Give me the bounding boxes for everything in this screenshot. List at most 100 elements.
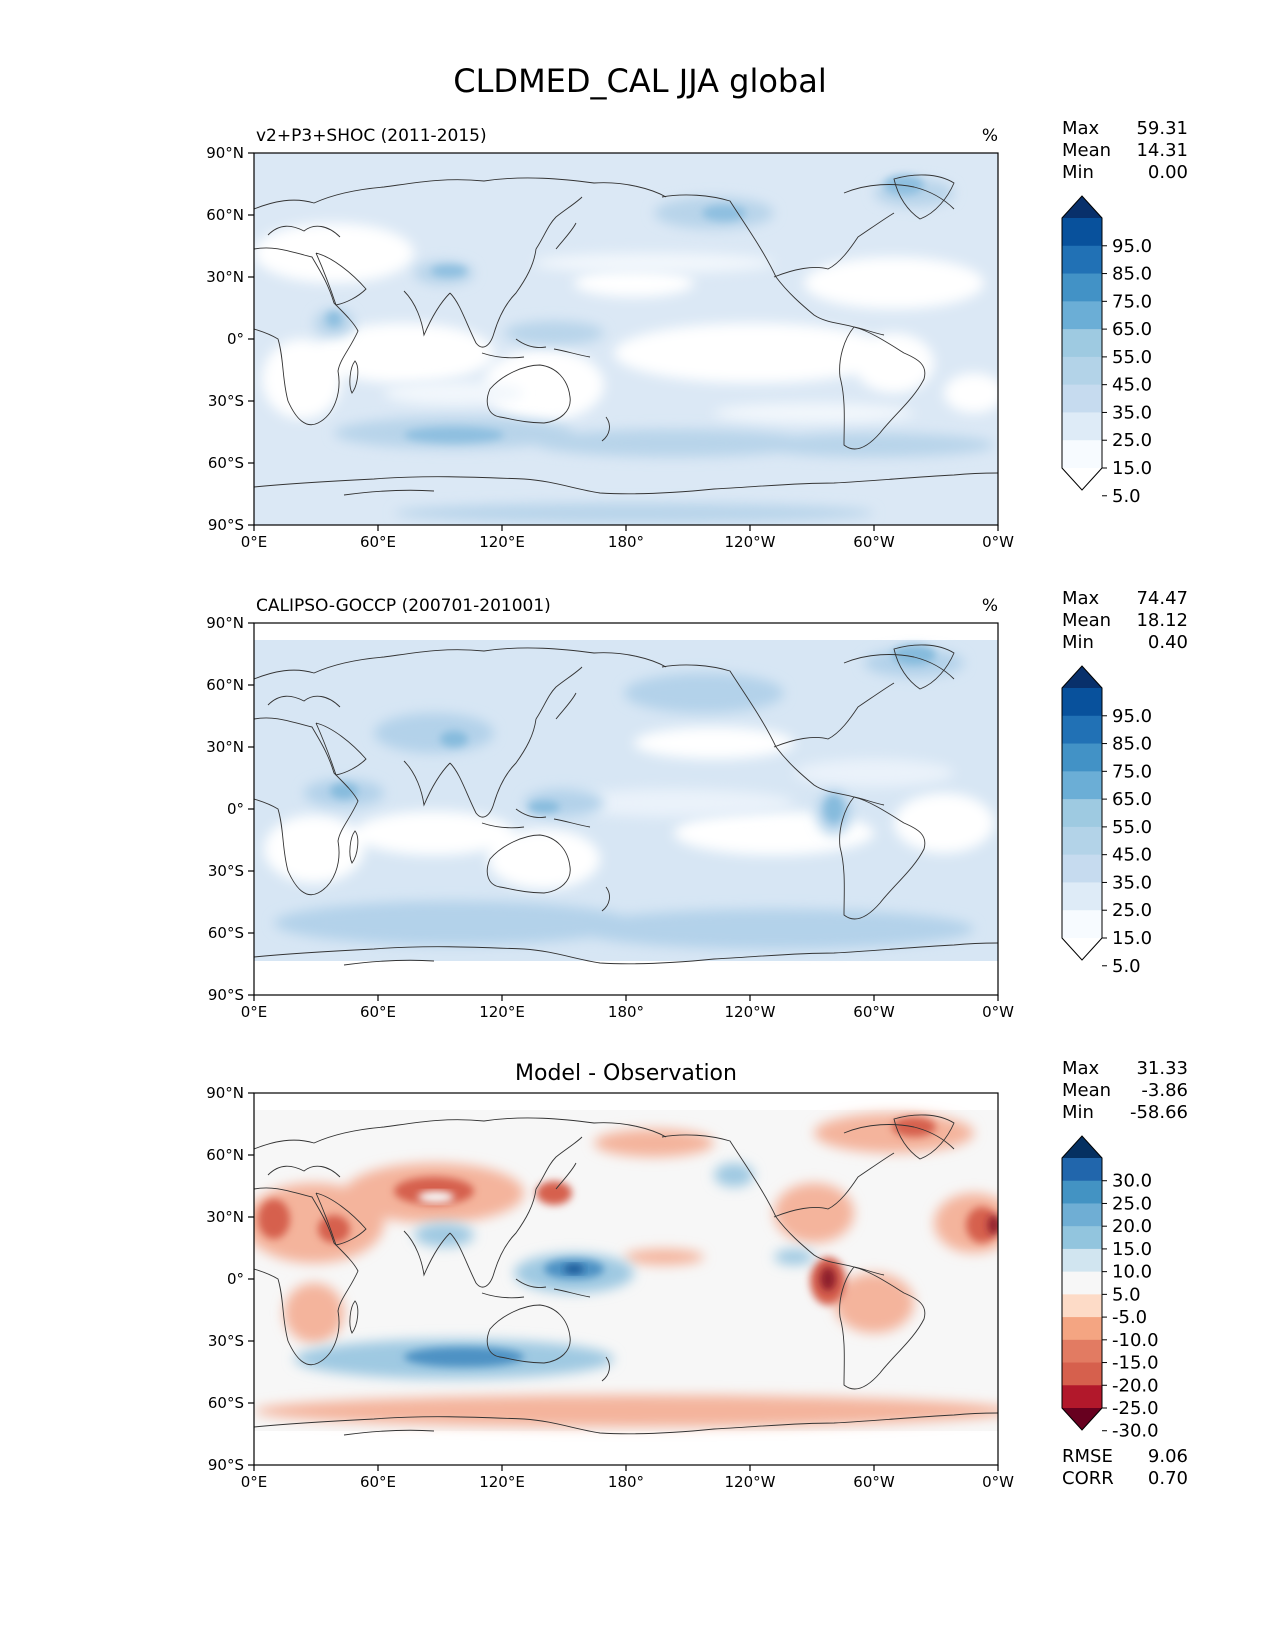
x-tick-label: 0°E bbox=[241, 1473, 268, 1491]
colorbar-segment bbox=[1062, 1180, 1102, 1204]
stat-label: Mean bbox=[1062, 610, 1111, 631]
colorbar-label: -10.0 bbox=[1112, 1330, 1159, 1351]
colorbar-segment bbox=[1062, 1248, 1102, 1273]
colorbar-segment bbox=[1062, 882, 1102, 911]
colorbar-segment bbox=[1062, 440, 1102, 469]
stat-label: Max bbox=[1062, 588, 1100, 609]
colorbar-label: 35.0 bbox=[1112, 402, 1152, 423]
y-tick-label: 60°S bbox=[208, 454, 244, 472]
colorbar-segment bbox=[1062, 743, 1102, 772]
y-tick-label: 90°S bbox=[208, 1456, 244, 1474]
colorbar-label: 75.0 bbox=[1112, 761, 1152, 782]
colorbar-label: 95.0 bbox=[1112, 236, 1152, 257]
colorbar-segment bbox=[1062, 245, 1102, 275]
colorbar-label: 55.0 bbox=[1112, 817, 1152, 838]
x-tick-label: 0°W bbox=[982, 533, 1014, 551]
colorbar-segment bbox=[1062, 1362, 1102, 1386]
colorbar-segment bbox=[1062, 910, 1102, 939]
y-tick-label: 30°S bbox=[208, 862, 244, 880]
colorbar-extend-bottom bbox=[1062, 938, 1102, 960]
stat-label: Min bbox=[1062, 632, 1094, 653]
colorbar-label: 95.0 bbox=[1112, 706, 1152, 727]
colorbar-segment bbox=[1062, 1317, 1102, 1341]
stat-value: 0.00 bbox=[1148, 162, 1188, 183]
y-tick-label: 60°N bbox=[206, 1146, 244, 1164]
units-label: % bbox=[982, 126, 998, 146]
y-tick-label: 90°N bbox=[206, 1084, 244, 1102]
x-tick-label: 120°W bbox=[725, 1473, 776, 1491]
stat-value: 0.40 bbox=[1148, 632, 1188, 653]
colorbar-segment bbox=[1062, 826, 1102, 856]
x-tick-label: 60°E bbox=[360, 1003, 396, 1021]
colorbar-segment bbox=[1062, 1226, 1102, 1250]
y-tick-label: 60°N bbox=[206, 206, 244, 224]
colorbar-label: -25.0 bbox=[1112, 1398, 1159, 1419]
panel-center-title: Model - Observation bbox=[515, 1061, 737, 1086]
map-field bbox=[254, 623, 998, 995]
colorbar-segment bbox=[1062, 329, 1102, 358]
map-field bbox=[254, 153, 998, 525]
colorbar-label: 30.0 bbox=[1112, 1171, 1152, 1192]
x-tick-label: 60°W bbox=[853, 1003, 895, 1021]
stat-value: 9.06 bbox=[1148, 1446, 1188, 1467]
colorbar-label: 25.0 bbox=[1112, 900, 1152, 921]
x-tick-label: 120°W bbox=[725, 533, 776, 551]
y-tick-label: 30°N bbox=[206, 268, 244, 286]
x-tick-label: 180° bbox=[608, 533, 644, 551]
colorbar-segment bbox=[1062, 799, 1102, 828]
colorbar-label: 5.0 bbox=[1112, 486, 1141, 507]
colorbar-label: 55.0 bbox=[1112, 347, 1152, 368]
colorbar-segment bbox=[1062, 1203, 1102, 1227]
colorbar-label: -15.0 bbox=[1112, 1353, 1159, 1374]
y-tick-label: 90°S bbox=[208, 986, 244, 1004]
colorbar-segment bbox=[1062, 854, 1102, 883]
x-tick-label: 60°W bbox=[853, 1473, 895, 1491]
panel-left-title: v2+P3+SHOC (2011-2015) bbox=[256, 126, 487, 146]
stat-label: Max bbox=[1062, 118, 1100, 139]
colorbar-label: 75.0 bbox=[1112, 291, 1152, 312]
panel-model: v2+P3+SHOC (2011-2015) % bbox=[253, 126, 999, 526]
colorbar-segment bbox=[1062, 218, 1102, 247]
y-tick-label: 0° bbox=[227, 330, 244, 348]
stat-label: Min bbox=[1062, 1102, 1094, 1123]
x-tick-label: 0°E bbox=[241, 1003, 268, 1021]
y-tick-label: 30°S bbox=[208, 1332, 244, 1350]
x-tick-label: 120°W bbox=[725, 1003, 776, 1021]
y-tick-label: 30°N bbox=[206, 1208, 244, 1226]
x-tick-label: 180° bbox=[608, 1003, 644, 1021]
colorbar-label: 10.0 bbox=[1112, 1262, 1152, 1283]
colorbar-label: 85.0 bbox=[1112, 734, 1152, 755]
x-tick-label: 0°W bbox=[982, 1473, 1014, 1491]
colorbar-segment bbox=[1062, 688, 1102, 717]
colorbar-label: -5.0 bbox=[1112, 1307, 1147, 1328]
stat-value: 0.70 bbox=[1148, 1468, 1188, 1489]
colorbar-segment bbox=[1062, 1385, 1102, 1409]
colorbar-label: 25.0 bbox=[1112, 1193, 1152, 1214]
colorbar-label: 15.0 bbox=[1112, 928, 1152, 949]
stat-value: 74.47 bbox=[1136, 588, 1188, 609]
colorbar-extend-top bbox=[1062, 196, 1102, 218]
stat-label: Max bbox=[1062, 1058, 1100, 1079]
y-tick-label: 90°N bbox=[206, 144, 244, 162]
y-tick-label: 0° bbox=[227, 800, 244, 818]
y-tick-label: 90°S bbox=[208, 516, 244, 534]
y-tick-label: 60°S bbox=[208, 1394, 244, 1412]
y-tick-label: 90°N bbox=[206, 614, 244, 632]
colorbar-label: 15.0 bbox=[1112, 1239, 1152, 1260]
colorbar-label: -20.0 bbox=[1112, 1375, 1159, 1396]
colorbar-label: 25.0 bbox=[1112, 430, 1152, 451]
colorbar-segment bbox=[1062, 1158, 1102, 1182]
stat-value: 18.12 bbox=[1136, 610, 1188, 631]
x-tick-label: 0°W bbox=[982, 1003, 1014, 1021]
figure-title: CLDMED_CAL JJA global bbox=[453, 62, 826, 100]
colorbar-segment bbox=[1062, 273, 1102, 302]
stat-label: Mean bbox=[1062, 1080, 1111, 1101]
colorbar-label: 65.0 bbox=[1112, 319, 1152, 340]
colorbar-segment bbox=[1062, 301, 1102, 330]
colorbar-label: -30.0 bbox=[1112, 1421, 1159, 1442]
x-tick-label: 60°W bbox=[853, 533, 895, 551]
x-tick-label: 180° bbox=[608, 1473, 644, 1491]
colorbar-segment bbox=[1062, 412, 1102, 441]
stat-label: CORR bbox=[1062, 1468, 1114, 1489]
colorbar-extend-bottom bbox=[1062, 468, 1102, 490]
